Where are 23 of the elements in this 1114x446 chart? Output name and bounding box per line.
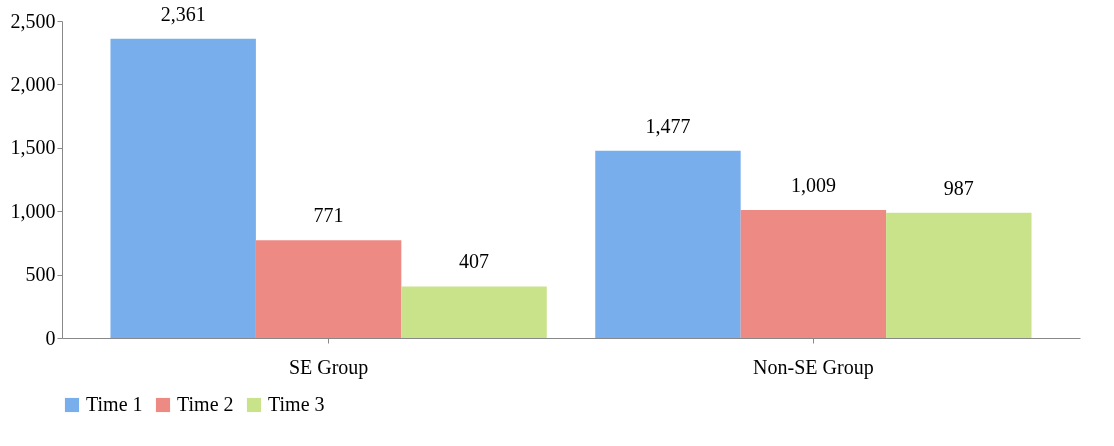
y-tick-label: 500 [25, 263, 56, 286]
y-tick-label: 2,000 [10, 72, 56, 95]
legend-label: Time 1 [86, 393, 143, 415]
bar [401, 286, 547, 338]
bar [255, 240, 402, 338]
data-label: 987 [943, 176, 974, 199]
bar [740, 210, 887, 338]
bar [886, 212, 1032, 338]
y-tick-label: 2,500 [10, 9, 56, 32]
data-label: 1,477 [645, 114, 691, 137]
x-tick-label: Non-SE Group [753, 355, 874, 379]
data-label: 407 [459, 250, 490, 273]
data-label: 2,361 [160, 2, 206, 25]
y-tick-label: 1,000 [10, 199, 56, 222]
y-tick-label: 1,500 [10, 136, 56, 159]
y-tick-label: 0 [45, 326, 56, 349]
x-tick-label: SE Group [288, 355, 369, 379]
bar [110, 38, 256, 338]
legend-label: Time 2 [177, 393, 234, 415]
data-label: 1,009 [790, 174, 836, 197]
legend-label: Time 3 [268, 393, 325, 415]
data-label: 771 [313, 204, 344, 227]
bar [595, 150, 741, 338]
